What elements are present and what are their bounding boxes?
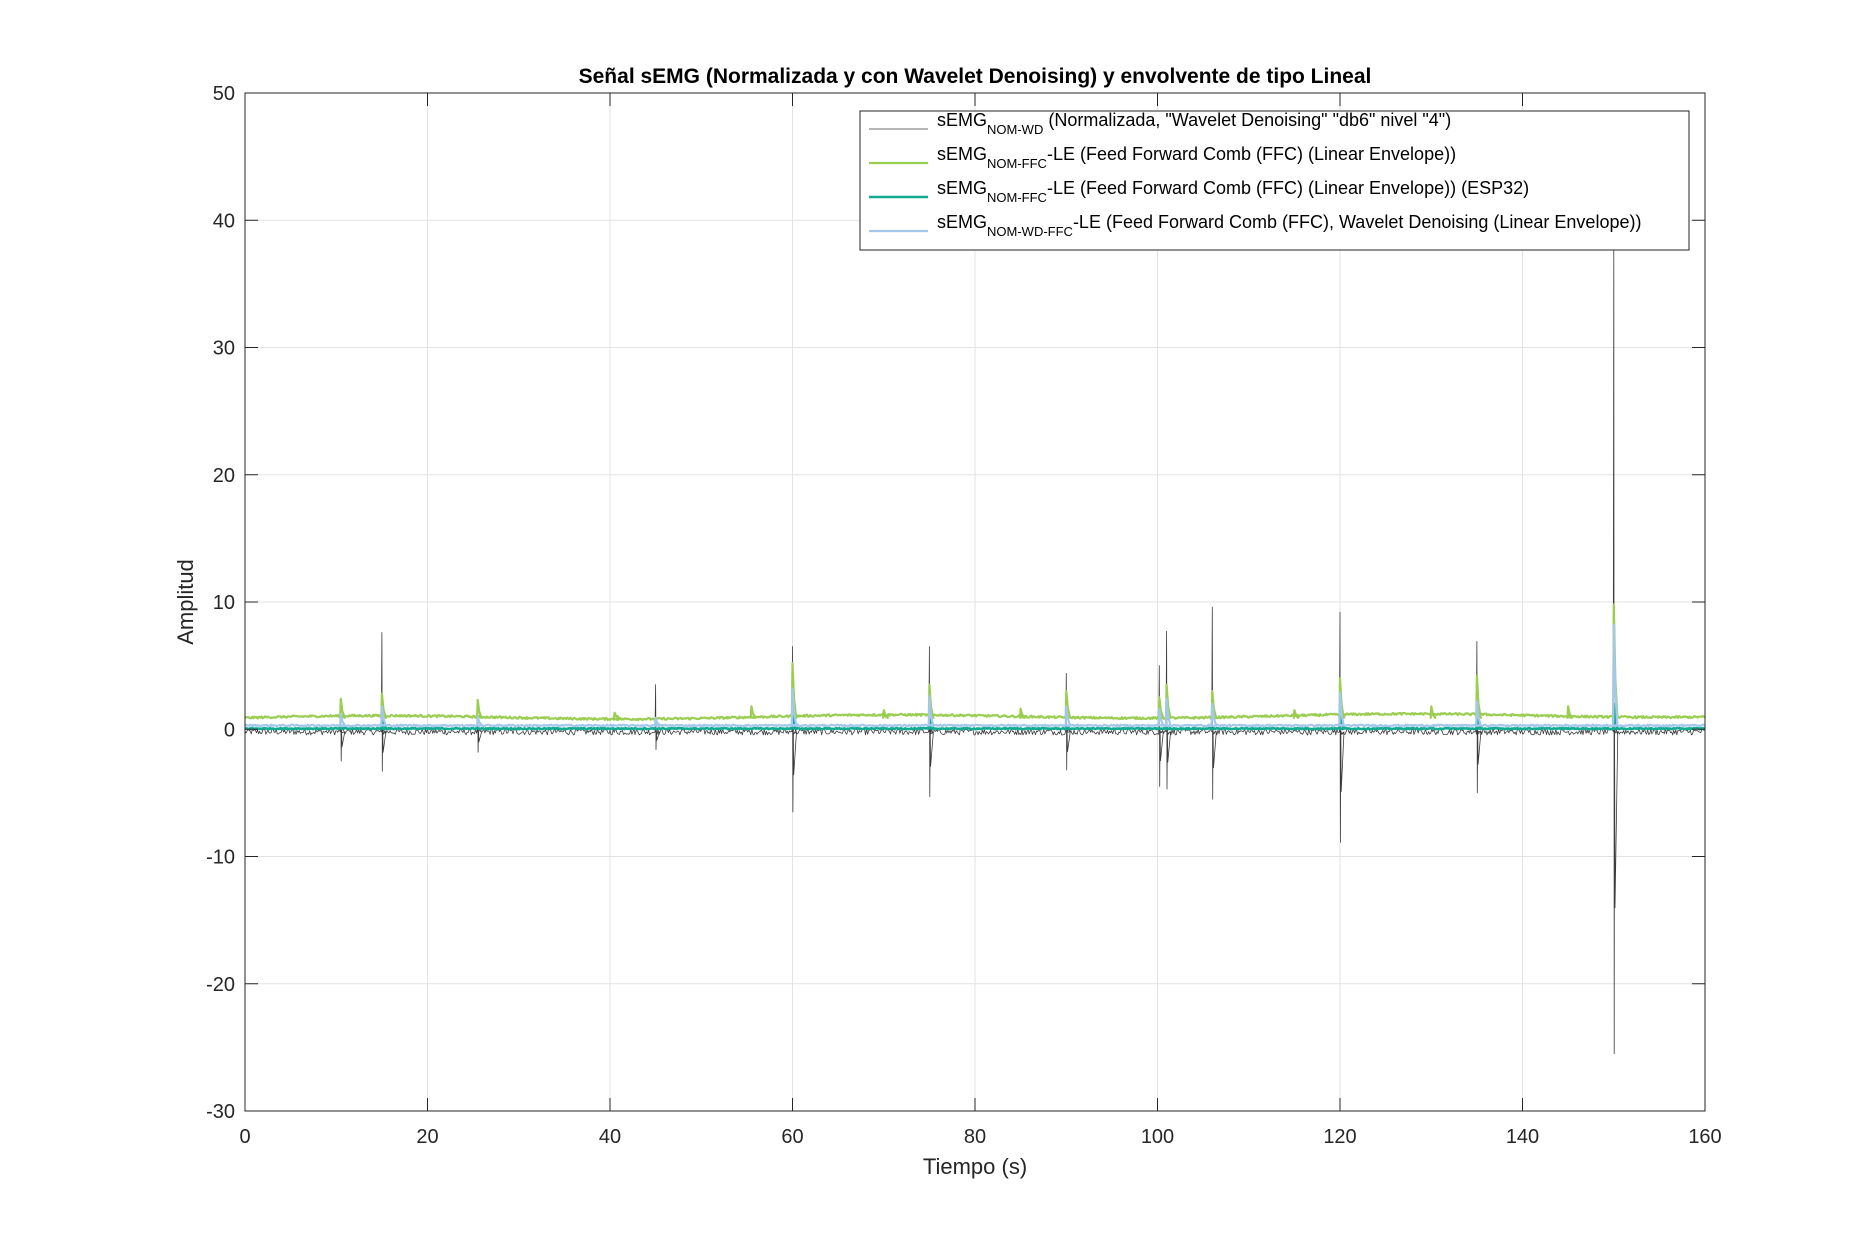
series-line-4	[244, 623, 1706, 728]
x-tick-label: 0	[239, 1126, 250, 1148]
x-tick-label: 100	[1141, 1126, 1174, 1148]
series-layer	[244, 245, 1706, 1055]
x-axis-label: Tiempo (s)	[923, 1154, 1027, 1179]
legend: sEMGNOM-WD (Normalizada, "Wavelet Denois…	[859, 110, 1690, 251]
y-tick-label: 40	[213, 210, 235, 232]
x-tick-label: 120	[1323, 1126, 1356, 1148]
legend-label-1: sEMGNOM-WD (Normalizada, "Wavelet Denois…	[937, 110, 1451, 137]
legend-label-4: sEMGNOM-WD-FFC-LE (Feed Forward Comb (FF…	[937, 212, 1641, 239]
y-tick-label: -10	[206, 847, 235, 869]
y-tick-label: 0	[224, 719, 235, 741]
x-tick-label: 80	[964, 1126, 986, 1148]
series-line-2	[244, 603, 1706, 722]
legend-box	[859, 110, 1690, 251]
chart-title: Señal sEMG (Normalizada y con Wavelet De…	[579, 65, 1372, 88]
series-line-3	[244, 702, 1706, 731]
y-tick-label: 20	[213, 465, 235, 487]
y-tick-label: 50	[213, 83, 235, 105]
x-tick-label: 40	[599, 1126, 621, 1148]
tick-labels: 0 20 40 60 80 100 120 140 160 -30 -20 -10 0 10 20 30 40 5…	[206, 83, 1722, 1148]
x-tick-label: 20	[416, 1126, 438, 1148]
y-tick-label: 30	[213, 338, 235, 360]
x-tick-label: 60	[781, 1126, 803, 1148]
grid	[245, 93, 1705, 1111]
ticks	[244, 92, 1706, 1112]
x-tick-label: 160	[1688, 1126, 1721, 1148]
legend-label-3: sEMGNOM-FFC-LE (Feed Forward Comb (FFC) …	[937, 178, 1529, 205]
y-axis-label: Amplitud	[173, 559, 198, 645]
legend-label-2: sEMGNOM-FFC-LE (Feed Forward Comb (FFC) …	[937, 144, 1456, 171]
series-line-1	[244, 245, 1706, 1055]
y-tick-label: -20	[206, 974, 235, 996]
y-tick-label: 10	[213, 592, 235, 614]
x-tick-label: 140	[1506, 1126, 1539, 1148]
legend-entries: sEMGNOM-WD (Normalizada, "Wavelet Denois…	[869, 110, 1641, 239]
y-tick-label: -30	[206, 1101, 235, 1123]
